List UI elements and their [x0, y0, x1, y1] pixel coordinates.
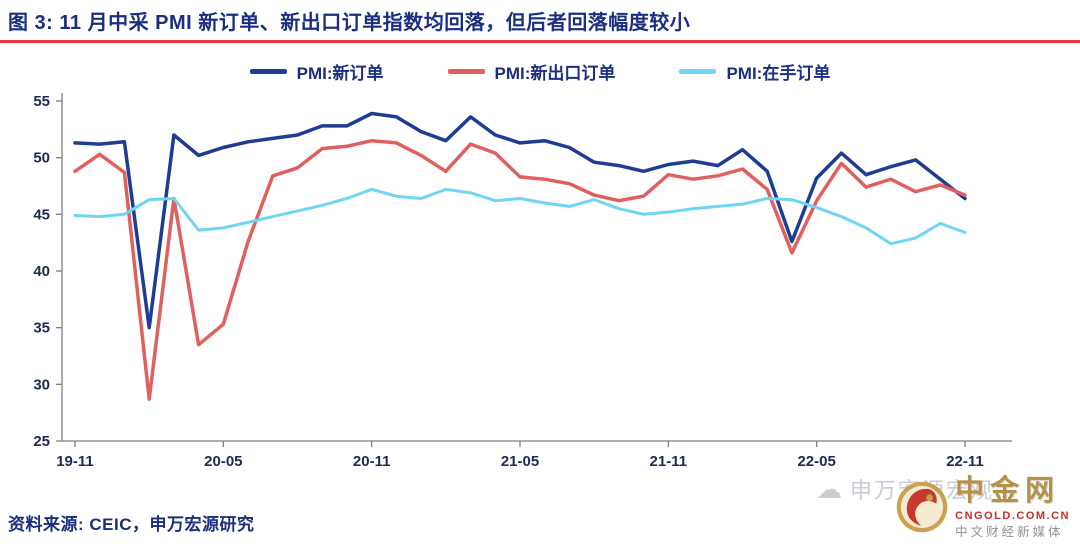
chart-legend: PMI:新订单 PMI:新出口订单 PMI:在手订单 [0, 59, 1080, 83]
svg-text:22-11: 22-11 [946, 453, 984, 470]
svg-text:21-11: 21-11 [650, 453, 688, 470]
cngold-logo-icon [895, 480, 949, 534]
svg-text:20-05: 20-05 [204, 453, 242, 470]
svg-text:50: 50 [33, 150, 50, 167]
svg-text:25: 25 [33, 433, 50, 450]
legend-swatch-backlog-orders [679, 68, 717, 74]
svg-text:19-11: 19-11 [56, 453, 94, 470]
svg-text:20-11: 20-11 [353, 453, 391, 470]
legend-item-new-export-orders: PMI:新出口订单 [447, 59, 616, 84]
title-divider [0, 40, 1080, 43]
legend-item-new-orders: PMI:新订单 [249, 59, 384, 84]
pmi-line-chart: 55 50 45 40 35 30 25 19-11 20-05 20-11 21-05 21-11 2… [33, 93, 1012, 470]
legend-label-new-export-orders: PMI:新出口订单 [494, 63, 616, 83]
legend-item-backlog-orders: PMI:在手订单 [679, 59, 830, 84]
svg-text:45: 45 [33, 206, 50, 223]
svg-text:30: 30 [33, 376, 50, 393]
svg-text:40: 40 [33, 263, 50, 280]
brand-domain: CNGOLD.COM.CN [955, 509, 1070, 522]
cngold-brand: 中金网 CNGOLD.COM.CN 中文财经新媒体 [895, 475, 1070, 539]
legend-label-new-orders: PMI:新订单 [296, 63, 384, 83]
svg-text:21-05: 21-05 [501, 453, 539, 470]
legend-swatch-new-export-orders [447, 68, 485, 74]
legend-swatch-new-orders [249, 68, 287, 74]
legend-label-backlog-orders: PMI:在手订单 [726, 63, 831, 83]
brand-name: 中金网 [955, 474, 1061, 507]
cloud-icon: ☁ [815, 474, 844, 504]
svg-text:22-05: 22-05 [797, 453, 835, 470]
brand-tagline: 中文财经新媒体 [955, 524, 1064, 539]
svg-text:55: 55 [33, 93, 50, 110]
source-note: 资料来源: CEIC，申万宏源研究 [8, 515, 255, 534]
svg-text:35: 35 [33, 320, 50, 337]
page-title: 图 3: 11 月中采 PMI 新订单、新出口订单指数均回落，但后者回落幅度较小 [8, 12, 691, 34]
